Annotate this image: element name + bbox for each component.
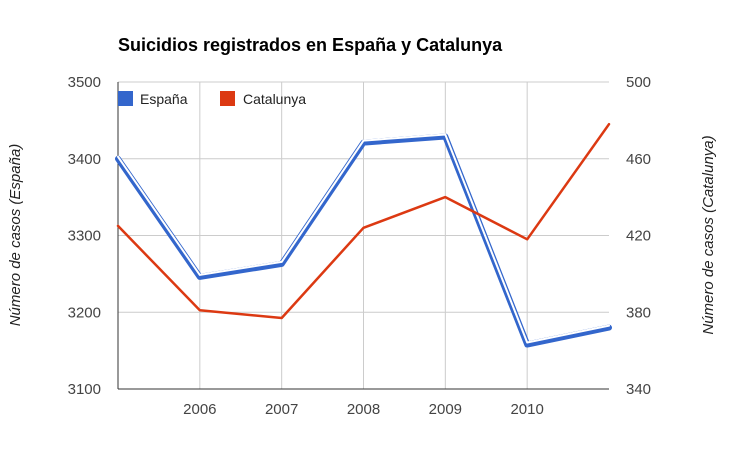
legend-item-catalunya[interactable]: Catalunya [220, 91, 306, 107]
series-line-espana-highlight [117, 133, 610, 344]
tick-labels: 3100 3200 3300 3400 3500 340 380 420 460 500 2006 2… [68, 74, 651, 418]
x-tick-label: 2007 [265, 401, 298, 418]
legend-label-espana: España [140, 91, 188, 107]
axes [117, 82, 609, 390]
y-right-tick-label: 460 [626, 151, 651, 168]
y-axis-right-title: Número de casos (Catalunya) [700, 135, 717, 334]
x-tick-label: 2009 [429, 401, 462, 418]
legend-swatch-catalunya [220, 91, 235, 106]
gridlines [118, 81, 609, 389]
y-left-tick-label: 3200 [68, 304, 101, 321]
y-right-tick-label: 500 [626, 74, 651, 91]
legend-item-espana[interactable]: España [118, 91, 188, 107]
y-left-tick-label: 3100 [68, 381, 101, 398]
legend-swatch-espana [118, 91, 133, 106]
chart-title: Suicidios registrados en España y Catalu… [118, 35, 503, 55]
legend: España Catalunya [118, 91, 306, 107]
series-line-catalunya[interactable] [116, 122, 611, 320]
x-tick-label: 2010 [510, 401, 543, 418]
y-left-tick-label: 3400 [68, 151, 101, 168]
series-lines [115, 122, 612, 348]
y-right-tick-label: 420 [626, 228, 651, 245]
x-tick-label: 2006 [183, 401, 216, 418]
y-right-tick-label: 380 [626, 304, 651, 321]
series-line-espana-outline [115, 133, 612, 348]
legend-label-catalunya: Catalunya [243, 91, 306, 107]
y-right-tick-label: 340 [626, 381, 651, 398]
x-tick-label: 2008 [347, 401, 380, 418]
y-left-tick-label: 3500 [68, 74, 101, 91]
y-axis-left-title: Número de casos (España) [7, 144, 24, 327]
y-left-tick-label: 3300 [68, 228, 101, 245]
